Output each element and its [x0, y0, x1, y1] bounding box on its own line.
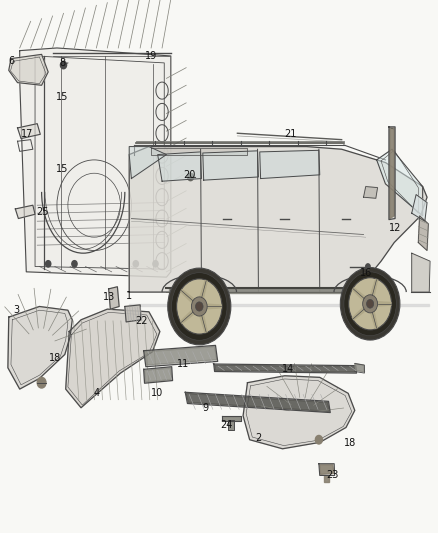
Text: 19: 19 — [145, 51, 157, 61]
Text: 21: 21 — [284, 130, 296, 139]
Text: 10: 10 — [151, 389, 163, 398]
Circle shape — [37, 377, 46, 388]
Polygon shape — [229, 421, 233, 429]
Polygon shape — [324, 475, 329, 482]
Polygon shape — [412, 253, 429, 292]
Text: 11: 11 — [177, 359, 189, 368]
Polygon shape — [377, 149, 420, 216]
Polygon shape — [151, 148, 247, 155]
Polygon shape — [207, 304, 221, 309]
Polygon shape — [243, 376, 355, 449]
Polygon shape — [20, 48, 171, 277]
Circle shape — [60, 61, 67, 69]
Circle shape — [46, 261, 51, 267]
Polygon shape — [355, 364, 364, 372]
Text: 15: 15 — [57, 165, 69, 174]
Text: 25: 25 — [37, 207, 49, 217]
Text: 24: 24 — [221, 421, 233, 430]
Circle shape — [187, 173, 194, 181]
Polygon shape — [169, 289, 368, 293]
Polygon shape — [412, 195, 427, 221]
Text: 18: 18 — [49, 353, 61, 363]
Polygon shape — [203, 151, 258, 180]
Circle shape — [168, 268, 231, 345]
Text: 18: 18 — [344, 439, 357, 448]
Polygon shape — [320, 465, 334, 474]
Circle shape — [366, 264, 370, 269]
Circle shape — [315, 435, 322, 444]
Circle shape — [340, 268, 400, 340]
Polygon shape — [145, 346, 217, 365]
Polygon shape — [371, 279, 378, 296]
Text: 15: 15 — [57, 92, 69, 102]
Polygon shape — [145, 368, 172, 382]
Text: 6: 6 — [8, 56, 14, 66]
Polygon shape — [181, 310, 194, 324]
Circle shape — [72, 261, 77, 267]
Text: 22: 22 — [135, 316, 147, 326]
Text: 8: 8 — [60, 58, 66, 68]
Polygon shape — [215, 365, 356, 372]
Text: 9: 9 — [202, 403, 208, 413]
Text: 23: 23 — [327, 471, 339, 480]
Polygon shape — [223, 417, 240, 420]
Polygon shape — [353, 288, 365, 300]
Polygon shape — [260, 150, 320, 179]
Polygon shape — [66, 309, 160, 408]
Polygon shape — [158, 152, 201, 181]
Text: 1: 1 — [126, 291, 132, 301]
Text: 12: 12 — [389, 223, 401, 233]
Polygon shape — [18, 124, 40, 139]
Text: 17: 17 — [21, 130, 33, 139]
Polygon shape — [378, 302, 391, 306]
Polygon shape — [8, 306, 72, 389]
Text: 2: 2 — [255, 433, 261, 443]
Circle shape — [349, 278, 392, 330]
Polygon shape — [129, 147, 166, 179]
Circle shape — [191, 297, 207, 316]
Polygon shape — [125, 305, 141, 322]
Text: 20: 20 — [183, 170, 195, 180]
Text: 13: 13 — [102, 293, 115, 302]
Circle shape — [133, 261, 138, 267]
Polygon shape — [109, 287, 119, 309]
Polygon shape — [364, 187, 378, 198]
Circle shape — [177, 279, 222, 334]
Circle shape — [367, 300, 374, 308]
Polygon shape — [9, 54, 48, 85]
Polygon shape — [15, 205, 35, 219]
Text: 3: 3 — [14, 305, 20, 315]
Circle shape — [153, 261, 158, 267]
Polygon shape — [200, 315, 207, 333]
Text: 16: 16 — [360, 268, 372, 278]
Circle shape — [172, 273, 227, 340]
Circle shape — [363, 295, 378, 313]
Polygon shape — [418, 216, 428, 251]
Text: 14: 14 — [282, 364, 294, 374]
Circle shape — [195, 302, 203, 311]
Polygon shape — [186, 393, 329, 411]
Text: 4: 4 — [93, 389, 99, 398]
Circle shape — [344, 272, 396, 336]
Polygon shape — [181, 289, 194, 303]
Polygon shape — [371, 312, 378, 328]
Polygon shape — [129, 147, 427, 292]
Polygon shape — [390, 128, 394, 219]
Polygon shape — [353, 308, 365, 320]
Polygon shape — [200, 280, 207, 298]
